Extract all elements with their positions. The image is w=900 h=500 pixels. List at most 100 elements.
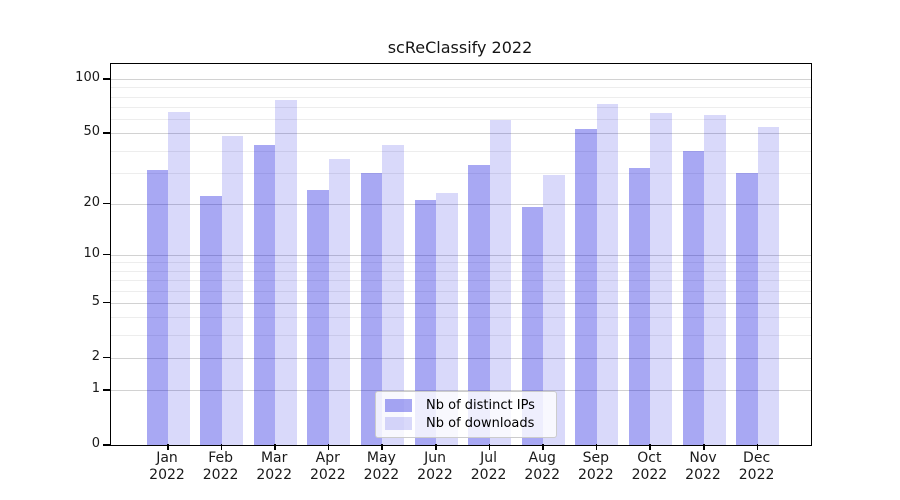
x-tick-label-mar: Mar 2022	[242, 450, 306, 484]
x-tick-month: Sep	[582, 450, 609, 466]
gridline-major	[111, 254, 811, 256]
x-tick-year: 2022	[363, 467, 400, 483]
bar-jun-distinct-ips	[414, 199, 436, 445]
bar-mar-downloads	[275, 99, 297, 445]
x-tick-month: Jun	[424, 450, 446, 466]
legend: Nb of distinct IPs Nb of downloads	[375, 391, 557, 438]
x-tick-label-sep: Sep 2022	[564, 450, 628, 484]
bar-jan-downloads	[168, 111, 190, 445]
gridline-minor	[111, 106, 811, 108]
bar-jun-downloads	[436, 193, 458, 445]
x-tick-label-jan: Jan 2022	[135, 450, 199, 484]
y-tick-mark	[103, 389, 110, 391]
x-tick-label-jun: Jun 2022	[403, 450, 467, 484]
x-tick-label-may: May 2022	[349, 450, 413, 484]
plot-area	[110, 63, 812, 446]
gridline-minor	[111, 172, 811, 174]
y-tick-mark	[103, 444, 110, 446]
bar-dec-downloads	[757, 127, 780, 445]
bar-aug-downloads	[543, 175, 565, 445]
y-tick-mark	[103, 202, 110, 204]
legend-swatch-downloads	[385, 417, 412, 431]
x-tick-year: 2022	[631, 467, 668, 483]
legend-item-downloads: Nb of downloads	[385, 416, 547, 431]
x-tick-label-apr: Apr 2022	[296, 450, 360, 484]
x-tick-month: Nov	[689, 450, 717, 466]
x-tick-mark	[649, 444, 651, 450]
x-tick-mark	[488, 444, 491, 450]
legend-swatch-distinct-ips	[385, 398, 412, 412]
x-tick-label-nov: Nov 2022	[671, 450, 735, 484]
bar-nov-downloads	[704, 115, 726, 445]
bar-oct-downloads	[650, 112, 672, 445]
x-tick-mark	[327, 444, 330, 450]
y-tick-label: 5	[91, 293, 100, 309]
x-tick-year: 2022	[202, 467, 239, 483]
y-tick-mark	[103, 78, 110, 80]
x-tick-mark	[381, 444, 383, 450]
bar-feb-distinct-ips	[200, 196, 222, 445]
gridline-major	[111, 302, 811, 304]
gridline-minor	[111, 290, 811, 292]
x-tick-month: Mar	[260, 450, 288, 466]
y-tick-label: 50	[83, 124, 100, 140]
gridline-major	[111, 79, 811, 80]
gridline-minor	[111, 335, 811, 337]
legend-label-downloads: Nb of downloads	[426, 416, 535, 432]
gridline-minor	[111, 317, 811, 319]
bar-aug-distinct-ips	[521, 207, 544, 445]
x-tick-year: 2022	[256, 467, 292, 483]
bar-sep-distinct-ips	[575, 128, 597, 445]
x-tick-mark	[703, 444, 705, 450]
legend-label-distinct-ips: Nb of distinct IPs	[426, 397, 535, 413]
bar-oct-distinct-ips	[628, 167, 651, 445]
y-tick-label: 10	[83, 245, 100, 261]
legend-item-distinct-ips: Nb of distinct IPs	[385, 398, 547, 413]
y-tick-label: 100	[75, 70, 100, 85]
x-tick-mark	[274, 444, 276, 450]
gridline-major	[111, 357, 811, 359]
gridline-minor	[111, 119, 811, 120]
bar-may-downloads	[382, 144, 404, 445]
x-tick-label-oct: Oct 2022	[617, 450, 681, 484]
x-tick-year: 2022	[309, 467, 346, 483]
x-tick-month: Aug	[528, 450, 556, 466]
x-tick-year: 2022	[738, 467, 775, 483]
y-tick-label: 0	[91, 436, 100, 451]
bar-sep-downloads	[596, 103, 619, 445]
bar-jan-distinct-ips	[146, 170, 168, 445]
gridline-minor	[111, 150, 811, 152]
y-tick-mark	[103, 253, 110, 256]
x-tick-mark	[542, 444, 544, 450]
chart-title: scReClassify 2022	[387, 38, 533, 57]
x-tick-mark	[595, 444, 598, 450]
gridline-minor	[111, 270, 811, 272]
x-tick-month: Dec	[743, 450, 771, 466]
y-tick-label: 1	[91, 381, 100, 396]
bar-nov-distinct-ips	[682, 150, 704, 445]
x-tick-year: 2022	[685, 467, 721, 483]
y-tick-label: 2	[91, 348, 100, 364]
x-tick-month: Jan	[156, 450, 178, 466]
bar-apr-distinct-ips	[307, 189, 329, 445]
bar-feb-downloads	[221, 136, 244, 445]
x-tick-mark	[220, 444, 223, 450]
x-tick-month: May	[366, 450, 396, 466]
x-tick-mark	[435, 444, 437, 450]
x-tick-label-dec: Dec 2022	[725, 450, 789, 484]
gridline-major	[111, 133, 811, 135]
x-tick-month: Jul	[480, 450, 498, 466]
bar-mar-distinct-ips	[253, 144, 276, 445]
x-tick-month: Apr	[315, 450, 340, 466]
gridline-major	[111, 390, 811, 391]
x-tick-mark	[756, 444, 759, 450]
y-tick-mark	[103, 356, 110, 359]
bar-jul-downloads	[489, 120, 512, 445]
gridline-major	[111, 203, 811, 205]
gridline-minor	[111, 96, 811, 98]
x-tick-month: Oct	[637, 450, 662, 466]
x-tick-year: 2022	[577, 467, 614, 483]
x-tick-year: 2022	[417, 467, 453, 483]
bar-apr-downloads	[328, 158, 351, 445]
